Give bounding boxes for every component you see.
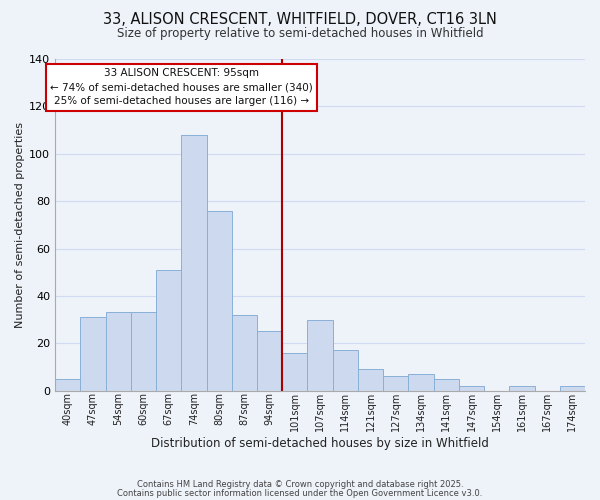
Bar: [206, 210, 232, 390]
Bar: [156, 270, 181, 390]
Bar: [383, 376, 409, 390]
Bar: [509, 386, 535, 390]
Bar: [560, 386, 585, 390]
Bar: [332, 350, 358, 391]
Bar: [307, 320, 332, 390]
X-axis label: Distribution of semi-detached houses by size in Whitfield: Distribution of semi-detached houses by …: [151, 437, 489, 450]
Bar: [434, 379, 459, 390]
Bar: [232, 315, 257, 390]
Bar: [358, 370, 383, 390]
Bar: [55, 379, 80, 390]
Bar: [257, 332, 282, 390]
Y-axis label: Number of semi-detached properties: Number of semi-detached properties: [15, 122, 25, 328]
Text: 33 ALISON CRESCENT: 95sqm
← 74% of semi-detached houses are smaller (340)
25% of: 33 ALISON CRESCENT: 95sqm ← 74% of semi-…: [50, 68, 313, 106]
Text: Size of property relative to semi-detached houses in Whitfield: Size of property relative to semi-detach…: [116, 28, 484, 40]
Bar: [181, 135, 206, 390]
Bar: [80, 317, 106, 390]
Text: 33, ALISON CRESCENT, WHITFIELD, DOVER, CT16 3LN: 33, ALISON CRESCENT, WHITFIELD, DOVER, C…: [103, 12, 497, 28]
Bar: [282, 353, 307, 391]
Text: Contains public sector information licensed under the Open Government Licence v3: Contains public sector information licen…: [118, 488, 482, 498]
Bar: [131, 312, 156, 390]
Bar: [106, 312, 131, 390]
Bar: [459, 386, 484, 390]
Bar: [409, 374, 434, 390]
Text: Contains HM Land Registry data © Crown copyright and database right 2025.: Contains HM Land Registry data © Crown c…: [137, 480, 463, 489]
